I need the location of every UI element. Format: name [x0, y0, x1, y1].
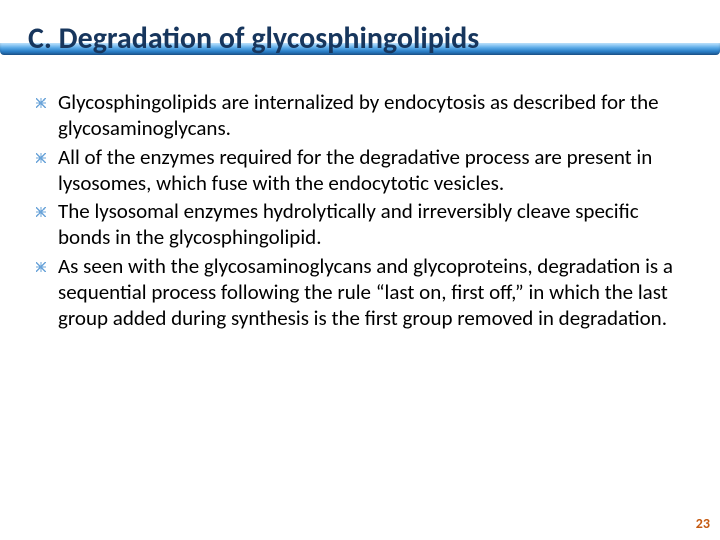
bullet-text: The lysosomal enzymes hydrolytically and…	[58, 198, 639, 250]
slide-title: C. Degradation of glycosphingolipids	[0, 20, 720, 61]
bullet-list: Glycosphingolipids are internalized by e…	[34, 89, 686, 331]
bullet-text: As seen with the glycosaminoglycans and …	[58, 253, 673, 332]
list-item: The lysosomal enzymes hydrolytically and…	[34, 198, 686, 251]
page-number: 23	[696, 515, 710, 532]
list-item: All of the enzymes required for the degr…	[34, 144, 686, 197]
bullet-text: All of the enzymes required for the degr…	[58, 144, 652, 196]
bullet-text: Glycosphingolipids are internalized by e…	[58, 89, 659, 141]
slide-body: Glycosphingolipids are internalized by e…	[0, 61, 720, 331]
list-item: Glycosphingolipids are internalized by e…	[34, 89, 686, 142]
slide-title-region: C. Degradation of glycosphingolipids	[0, 0, 720, 61]
list-item: As seen with the glycosaminoglycans and …	[34, 253, 686, 332]
